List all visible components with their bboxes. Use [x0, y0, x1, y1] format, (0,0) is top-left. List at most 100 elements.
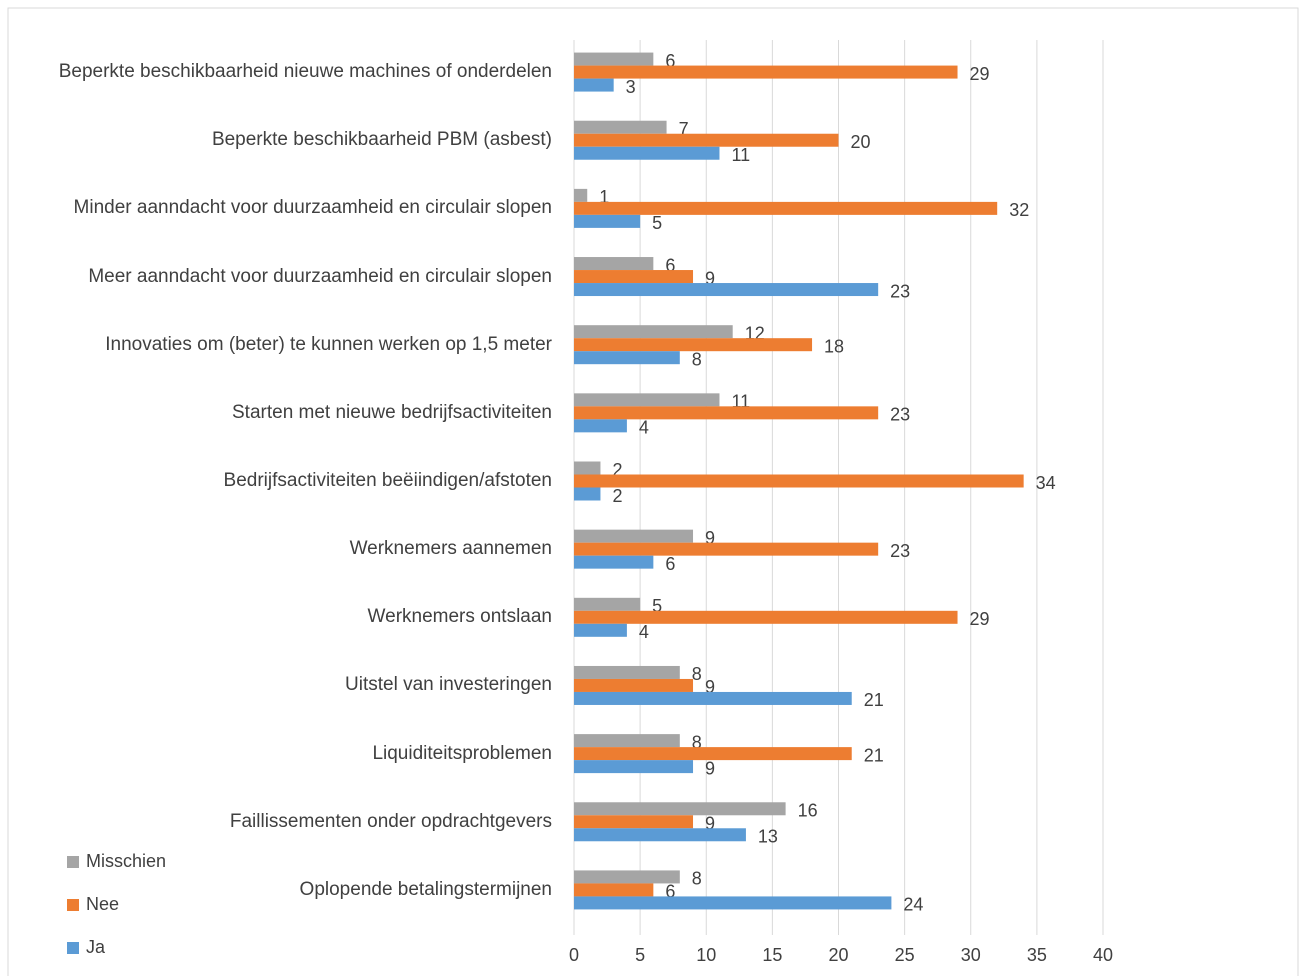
- bar: [574, 542, 879, 556]
- bar: [574, 133, 839, 147]
- bar: [574, 747, 852, 761]
- data-label: 8: [692, 349, 702, 369]
- bar: [574, 52, 654, 66]
- data-label: 9: [705, 528, 715, 548]
- y-tick-label: Beperkte beschikbaarheid PBM (asbest): [211, 129, 552, 151]
- bar: [574, 474, 1024, 488]
- data-label: 34: [1036, 473, 1056, 493]
- y-tick-label: Beperkte beschikbaarheid nieuwe machines…: [58, 61, 552, 83]
- bar: [574, 896, 892, 910]
- bar: [574, 555, 654, 569]
- data-label: 32: [1009, 200, 1029, 220]
- data-label: 21: [864, 745, 884, 765]
- bar: [574, 883, 654, 897]
- bar: [574, 406, 879, 420]
- data-label: 29: [970, 64, 990, 84]
- x-tick-label: 15: [762, 945, 782, 965]
- data-label: 21: [864, 690, 884, 710]
- data-label: 5: [652, 596, 662, 616]
- data-label: 5: [652, 213, 662, 233]
- data-label: 6: [665, 255, 675, 275]
- bar: [574, 270, 694, 284]
- data-label: 7: [679, 119, 689, 139]
- bar: [574, 870, 680, 884]
- legend-swatch: [67, 899, 79, 911]
- data-label: 8: [692, 869, 702, 889]
- y-tick-label: Faillissementen onder opdrachtgevers: [229, 810, 552, 832]
- bar: [574, 487, 601, 501]
- bar: [574, 338, 813, 352]
- y-tick-label: Bedrijfsactiviteiten beëiindigen/afstote…: [223, 470, 552, 491]
- bar: [574, 597, 641, 611]
- y-tick-label: Werknemers ontslaan: [367, 606, 552, 628]
- legend-swatch: [67, 856, 79, 868]
- data-label: 4: [639, 418, 649, 438]
- data-label: 9: [705, 814, 715, 834]
- data-label: 8: [692, 732, 702, 752]
- bar: [574, 760, 694, 774]
- data-label: 9: [705, 268, 715, 288]
- chart-border: [7, 7, 1299, 976]
- data-label: 6: [665, 554, 675, 574]
- bar: [574, 78, 614, 92]
- bar: [574, 461, 601, 475]
- y-tick-label: Liquiditeitsproblemen: [372, 742, 552, 764]
- y-tick-label: Uitstel van investeringen: [345, 674, 552, 696]
- data-label: 23: [890, 281, 910, 301]
- x-tick-label: 25: [895, 945, 915, 965]
- data-label: 24: [903, 895, 923, 915]
- y-tick-label: Werknemers aannemen: [349, 538, 552, 560]
- data-label: 6: [665, 51, 675, 71]
- legend-swatch: [67, 942, 79, 954]
- bar: [574, 120, 667, 134]
- data-label: 2: [612, 460, 622, 480]
- bar: [574, 351, 680, 365]
- data-label: 9: [705, 677, 715, 697]
- data-label: 20: [851, 132, 871, 152]
- legend-label: Nee: [86, 894, 119, 914]
- bar: [574, 393, 720, 407]
- x-tick-label: 35: [1027, 945, 1047, 965]
- y-tick-label: Meer aanndacht voor duurzaamheid en circ…: [88, 265, 552, 287]
- x-tick-label: 40: [1093, 945, 1113, 965]
- data-label: 23: [890, 541, 910, 561]
- data-label: 23: [890, 405, 910, 425]
- bar: [574, 146, 720, 160]
- bar: [574, 201, 998, 215]
- bar: [574, 691, 852, 705]
- bar: [574, 665, 680, 679]
- y-tick-label: Starten met nieuwe bedrijfsactiviteiten: [232, 401, 552, 423]
- bar: [574, 734, 680, 748]
- bar: [574, 283, 879, 297]
- data-label: 9: [705, 758, 715, 778]
- bar: [574, 802, 786, 816]
- data-label: 8: [692, 664, 702, 684]
- data-label: 3: [626, 77, 636, 97]
- bar: [574, 188, 588, 202]
- bar: [574, 65, 958, 79]
- data-label: 16: [798, 801, 818, 821]
- x-tick-label: 5: [635, 945, 645, 965]
- x-tick-label: 20: [828, 945, 848, 965]
- data-label: 13: [758, 827, 778, 847]
- bar: [574, 257, 654, 271]
- data-label: 1: [599, 187, 609, 207]
- data-label: 29: [970, 609, 990, 629]
- data-label: 18: [824, 336, 844, 356]
- x-tick-label: 10: [696, 945, 716, 965]
- x-tick-label: 0: [569, 945, 579, 965]
- legend-label: Ja: [86, 937, 106, 957]
- y-tick-label: Oplopende betalingstermijnen: [299, 878, 552, 900]
- bar: [574, 828, 746, 842]
- bar: [574, 214, 641, 228]
- bar: [574, 325, 733, 339]
- bar: [574, 815, 694, 829]
- legend-label: Misschien: [86, 851, 166, 871]
- bar: [574, 419, 627, 433]
- y-tick-label: Minder aanndacht voor duurzaamheid en ci…: [73, 197, 552, 219]
- bar: [574, 678, 694, 692]
- data-label: 11: [731, 145, 750, 165]
- bar: [574, 610, 958, 624]
